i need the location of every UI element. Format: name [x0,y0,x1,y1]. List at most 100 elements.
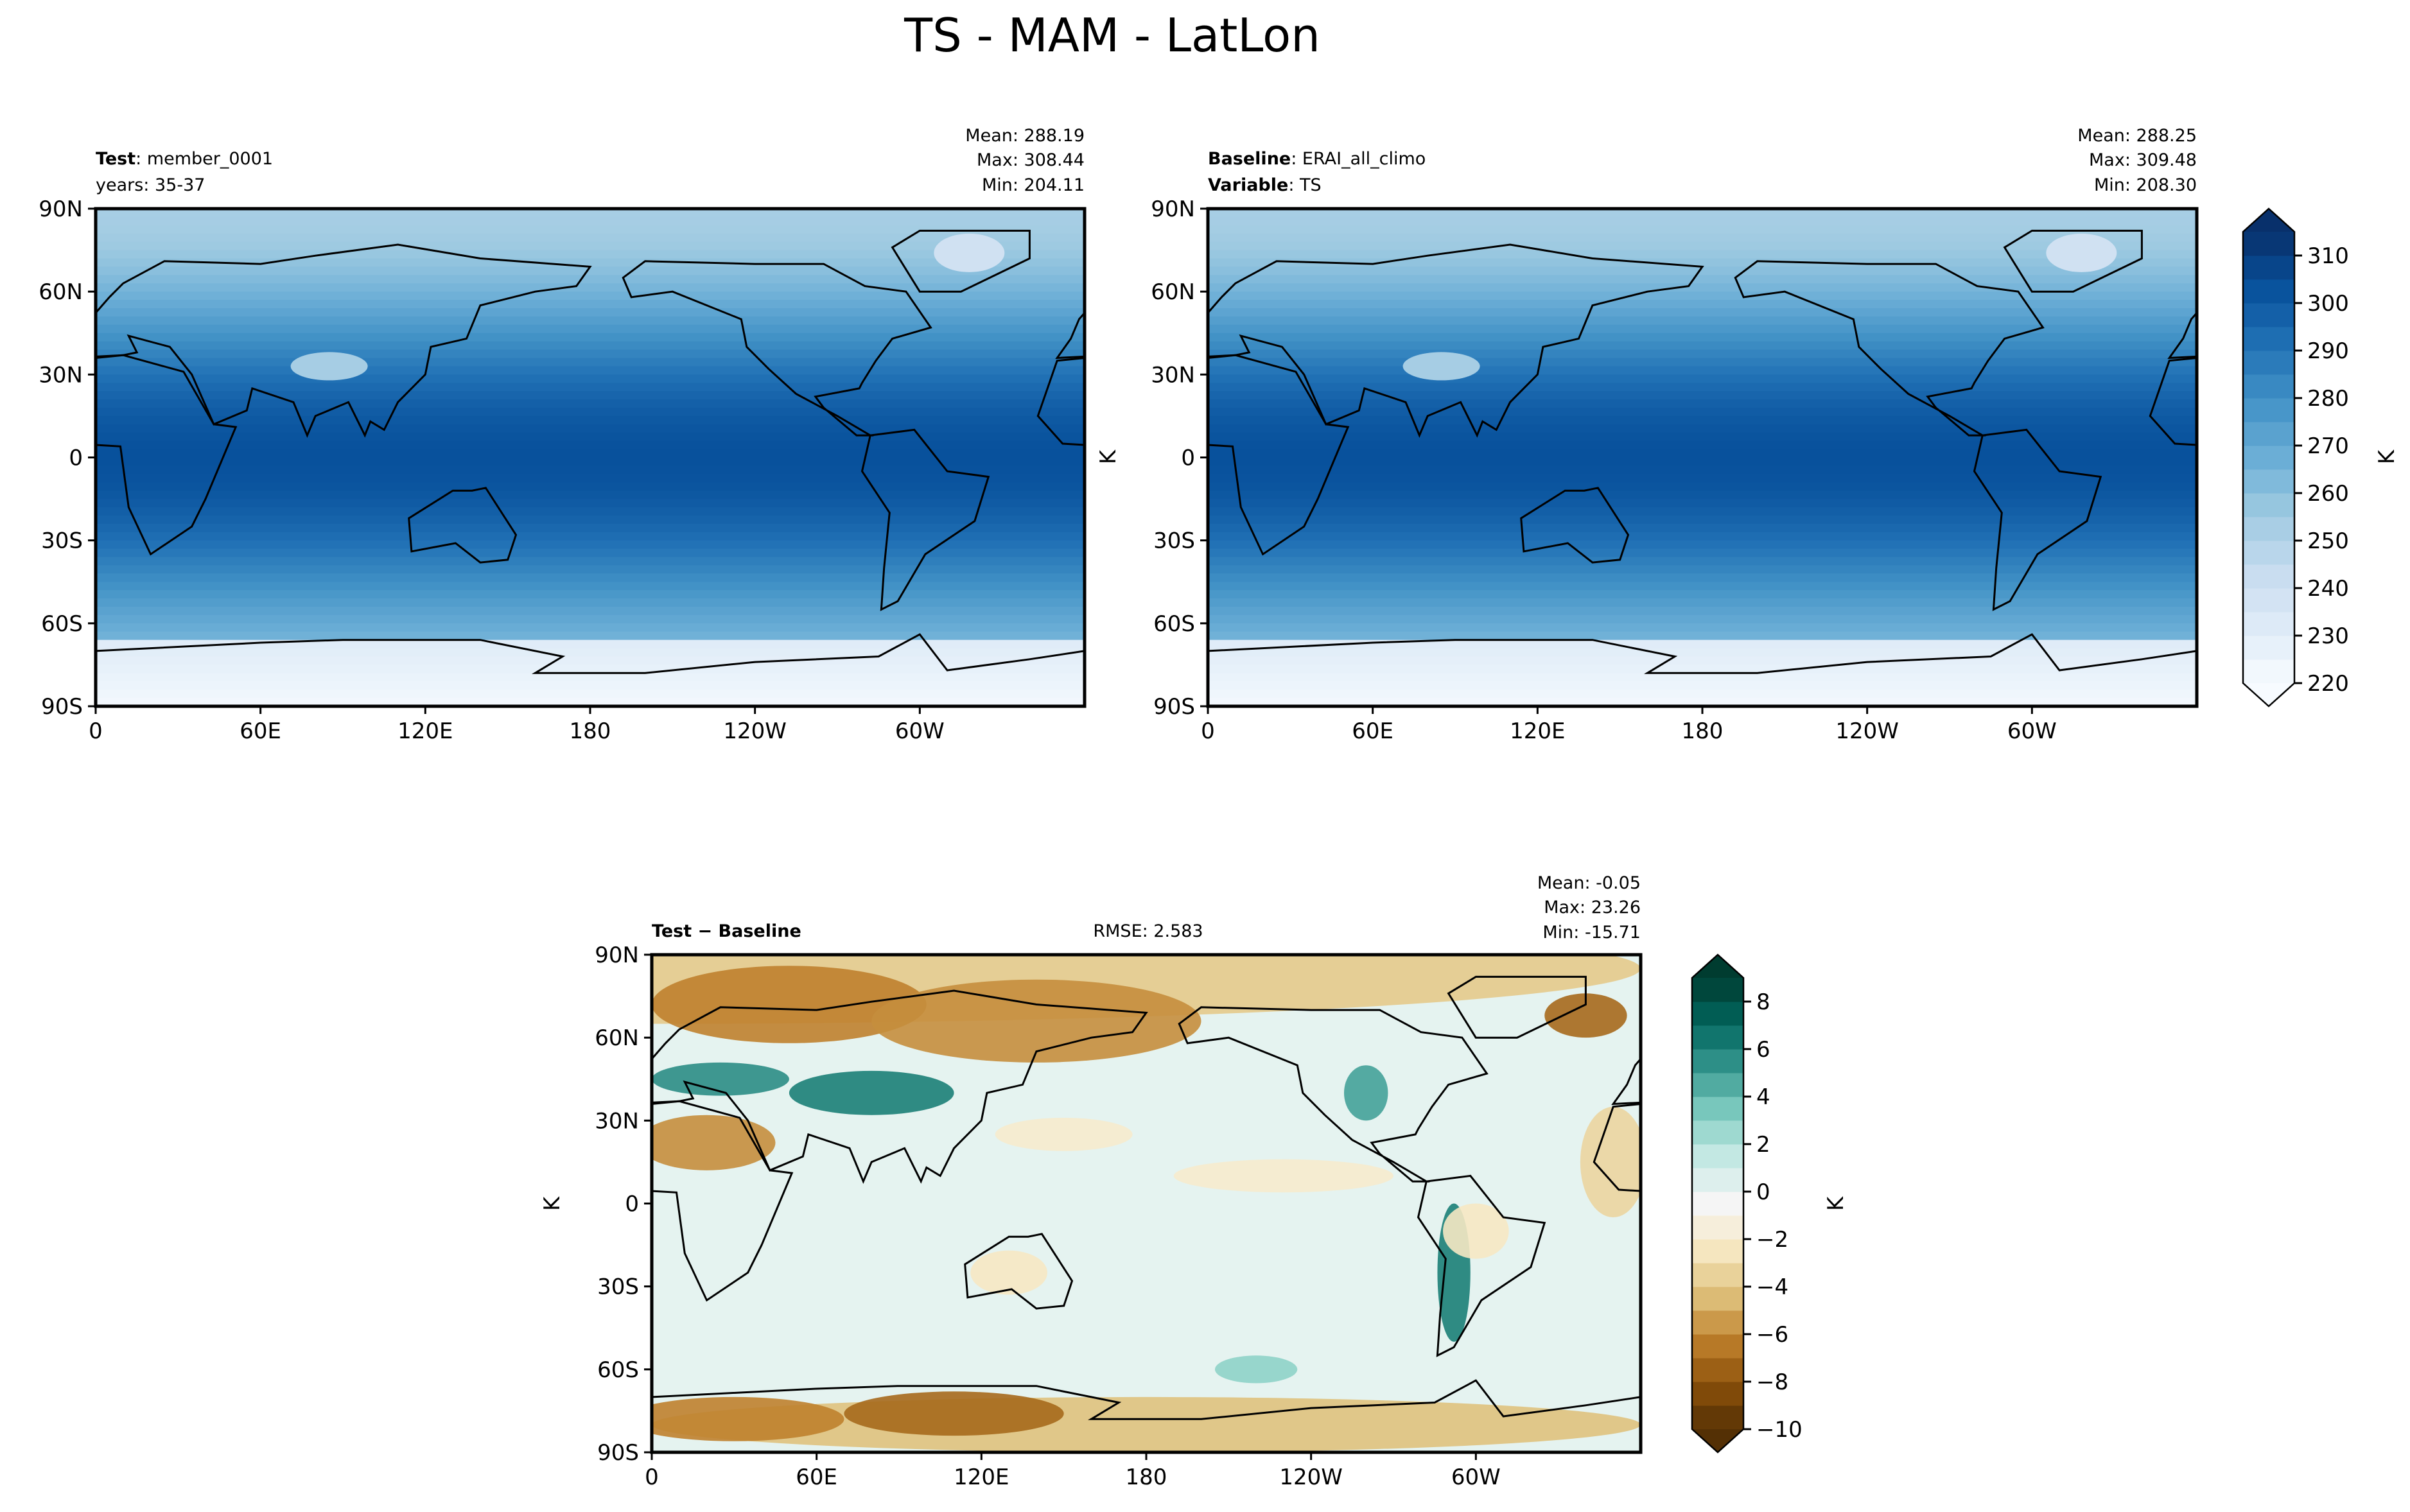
temperature-band [96,515,1085,525]
temperature-band [1208,449,2197,458]
temperature-band [96,507,1085,516]
diff-mean: Mean: -0.05 [1537,873,1641,893]
temperature-band [96,598,1085,607]
colorbar-segment [1692,1358,1743,1382]
temperature-band [1208,565,2197,575]
temperature-band [96,283,1085,293]
y-tick-label: 30N [1151,362,1195,388]
temperature-band [96,573,1085,583]
temperature-band [96,358,1085,367]
temperature-band [96,291,1085,301]
coastline [460,977,597,1038]
colorbar-segment [1692,1239,1743,1264]
temperature-band [1208,275,2197,284]
temperature-band [1208,482,2197,492]
temperature-band [96,432,1085,442]
x-tick-label: 60E [240,718,281,744]
diff-anomaly [1173,1159,1393,1193]
coastline [1520,487,1630,564]
colorbar-segment [2243,327,2294,351]
temperature-band [1208,316,2197,326]
temperature-band [1208,358,2197,367]
coastline [1447,975,1587,1039]
temperature-band [96,333,1085,342]
colorbar-tick-label: 6 [1756,1037,1770,1063]
x-tick-label: 0 [89,718,103,744]
temperature-band [96,474,1085,483]
temperature-band [96,424,1085,433]
y-tick-label: 30S [1153,528,1195,554]
temperature-band [1208,424,2197,433]
temperature-band [1208,590,2197,600]
colorbar-segment [1692,1025,1743,1050]
temperature-band [1208,623,2197,632]
temperature-band [96,532,1085,541]
temperature-band [1208,225,2197,234]
coastline [0,230,40,291]
temperature-band [1208,515,2197,525]
coastline [2003,229,2143,293]
x-tick-label: 120E [397,718,453,744]
x-tick-label: 60W [2007,718,2057,744]
temperature-band [96,266,1085,276]
temperature-band [1208,532,2197,541]
y-tick-label: 60S [41,611,83,637]
coastline [1734,260,2045,437]
temperature-band [1208,507,2197,516]
colorbar-tick-label: 310 [2307,243,2349,269]
colorbar-segment [1692,1097,1743,1121]
coastline [1178,1006,1489,1183]
diff-anomaly [652,1396,844,1441]
temperature-band [96,233,1085,243]
tibet-cold-region [1402,352,1480,381]
temperature-band [1208,465,2197,475]
colorbar-segment [1692,1334,1743,1359]
x-tick-label: 120E [954,1464,1009,1490]
temperature-band [1208,673,2197,682]
temperature-band [96,391,1085,401]
coastline [1417,1174,1546,1357]
temperature-band [1208,324,2197,334]
y-tick-label: 30S [597,1274,639,1300]
colorbar-tick-label: 260 [2307,481,2349,507]
x-tick-label: 120E [1510,718,1565,744]
y-tick-label: 30N [39,362,83,388]
temperature-band [96,399,1085,408]
colorbar-segment [1692,1002,1743,1026]
temperature-band [1208,216,2197,226]
x-tick-label: 60W [895,718,945,744]
y-tick-label: 90N [595,943,639,968]
colorbar-extend-max [2243,209,2294,232]
temperature-band [96,491,1085,500]
coastline [1208,243,1704,438]
colorbar-tick-label: 8 [1756,989,1770,1015]
colorbar-segment [2243,398,2294,422]
colorbar-tick-label: 300 [2307,291,2349,317]
colorbar-tick-label: −6 [1756,1322,1788,1348]
temperature-band [96,565,1085,575]
y-tick-label: 60S [597,1357,639,1383]
test-map: 0 60E 120E 180 120W 60W 90N 60N 30N 0 30S 60S 90S [0,196,1087,744]
colorbar-1: 220 230 240 250 260 270 280 290 300 310 [2242,207,2349,708]
colorbar-segment [1692,1287,1743,1311]
x-tick-label: 60W [1451,1464,1501,1490]
coastline [652,1379,1641,1420]
x-tick-label: 180 [1682,718,1724,744]
y-tick-label: 60S [1153,611,1195,637]
temperature-band [1208,614,2197,624]
diff-title: Test − Baseline [652,921,801,941]
test-title: Test: member_0001 [96,149,273,169]
temperature-band [96,241,1085,251]
temperature-band [96,648,1085,657]
colorbar-segment [2243,446,2294,470]
diff-anomaly [1214,1355,1298,1384]
coastline [0,634,96,673]
y-tick-label: 60N [595,1025,639,1051]
temperature-band [1208,656,2197,666]
x-tick-label: 120W [1279,1464,1343,1490]
baseline-ylabel: K [1096,449,1121,464]
coastline [430,1176,556,1355]
y-tick-label: 0 [1181,446,1195,471]
tibet-cold-region [290,352,368,381]
colorbar-segment [1692,1382,1743,1406]
